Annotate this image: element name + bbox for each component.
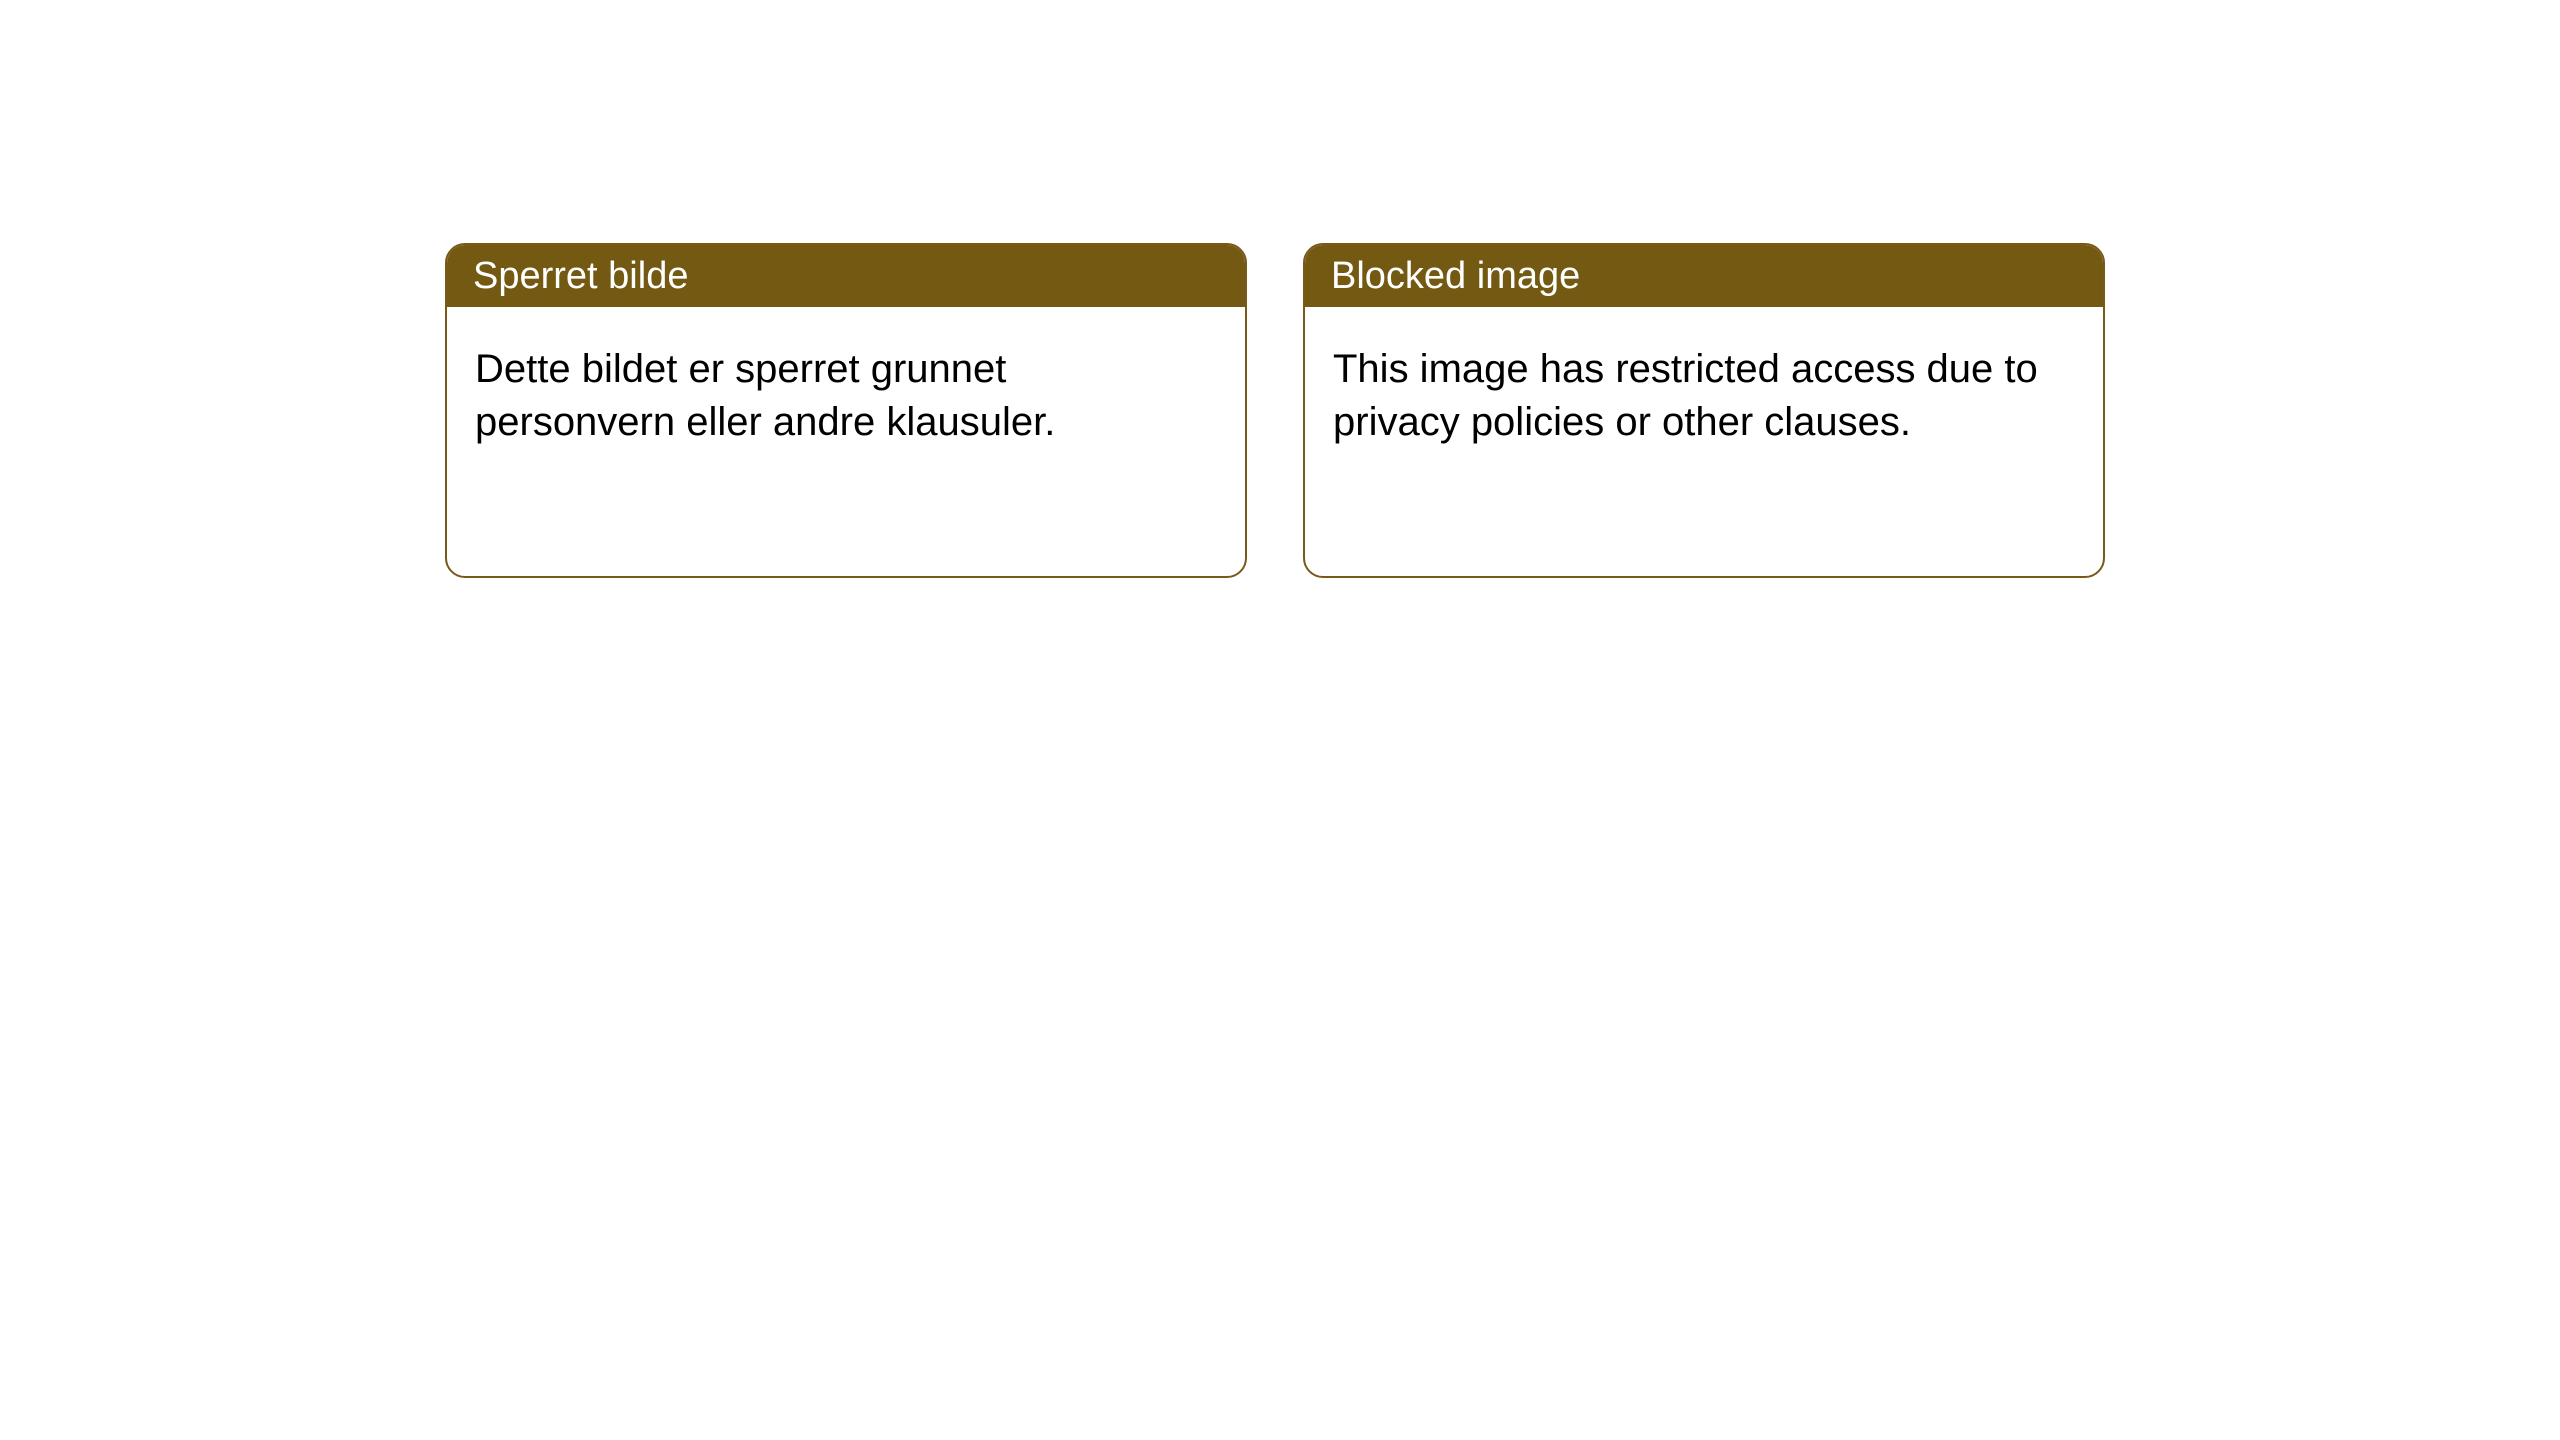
card-header-english: Blocked image bbox=[1305, 245, 2103, 307]
card-title-english: Blocked image bbox=[1331, 255, 1580, 298]
card-message-english: This image has restricted access due to … bbox=[1333, 347, 2038, 444]
blocked-image-card-norwegian: Sperret bilde Dette bildet er sperret gr… bbox=[445, 243, 1247, 578]
card-message-norwegian: Dette bildet er sperret grunnet personve… bbox=[475, 347, 1055, 444]
card-header-norwegian: Sperret bilde bbox=[447, 245, 1245, 307]
cards-container: Sperret bilde Dette bildet er sperret gr… bbox=[0, 0, 2560, 578]
blocked-image-card-english: Blocked image This image has restricted … bbox=[1303, 243, 2105, 578]
card-body-norwegian: Dette bildet er sperret grunnet personve… bbox=[447, 307, 1245, 485]
card-body-english: This image has restricted access due to … bbox=[1305, 307, 2103, 485]
card-title-norwegian: Sperret bilde bbox=[473, 255, 688, 298]
